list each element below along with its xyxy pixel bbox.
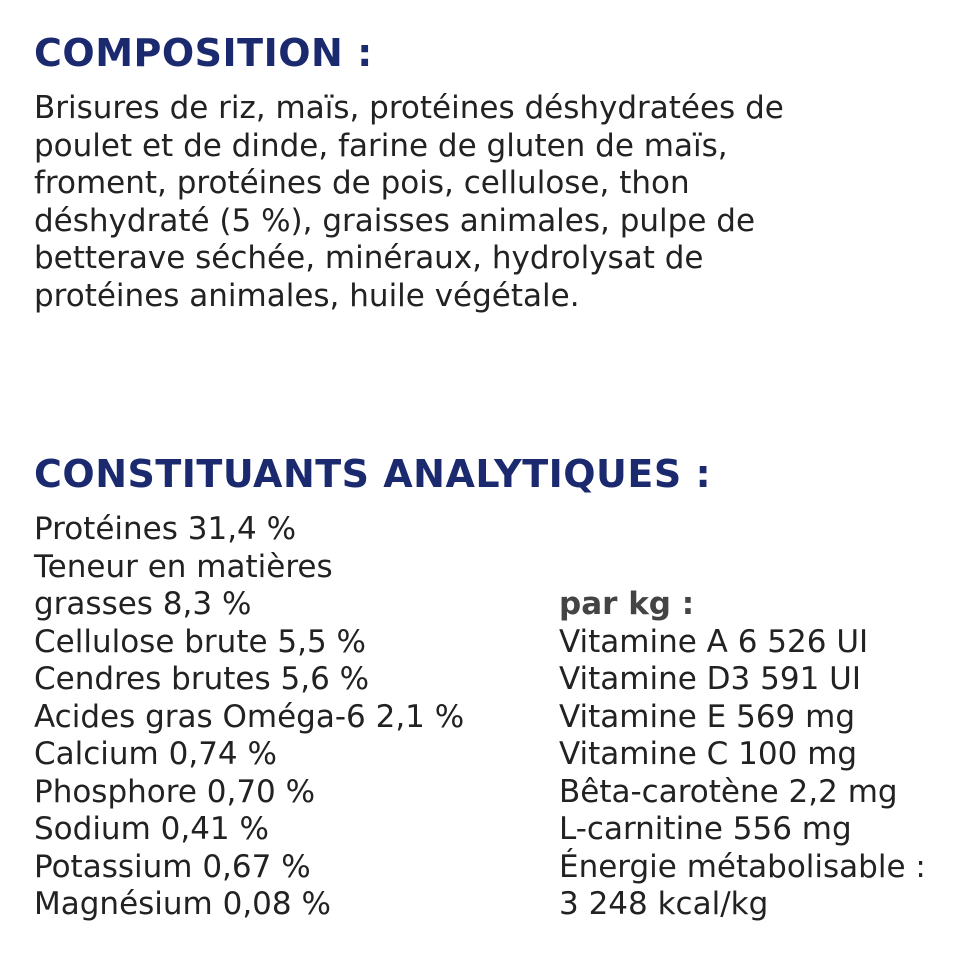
constituent-item: Protéines 31,4 % [34,511,297,547]
additive-item: Énergie métabolisable : [559,848,926,885]
constituent-item: Calcium 0,74 % [34,736,277,772]
additive-item: Vitamine D3 591 UI [559,661,861,697]
constituent-item: Phosphore 0,70 % [34,773,316,810]
additive-item: Bêta-carotène 2,2 mg [559,773,898,810]
constituent-item: Cendres brutes 5,6 % [34,661,370,697]
composition-line: poulet et de dinde, farine de gluten de … [34,127,728,164]
analytical-right-list: par kg : Vitamine A 6 526 UI Vitamine D3… [559,586,926,924]
constituent-item: Cellulose brute 5,5 % [34,623,367,660]
constituent-item: Teneur en matières [34,548,333,585]
additive-item: Vitamine C 100 mg [559,736,858,772]
per-kg-heading: par kg : [559,586,695,622]
additive-item: 3 248 kcal/kg [559,886,769,922]
constituent-item: Acides gras Oméga-6 2,1 % [34,698,465,735]
constituent-item: Sodium 0,41 % [34,811,269,847]
additive-item: Vitamine A 6 526 UI [559,623,869,660]
composition-line: Brisures de riz, maïs, protéines déshydr… [34,90,784,126]
additive-item: L-carnitine 556 mg [559,811,852,847]
constituent-item: Magnésium 0,08 % [34,886,331,922]
constituent-item: Potassium 0,67 % [34,848,311,885]
analytical-heading: CONSTITUANTS ANALYTIQUES : [34,452,712,496]
constituent-item: grasses 8,3 % [34,586,252,622]
composition-line: betterave séchée, minéraux, hydrolysat d… [34,240,704,276]
analytical-left-list: Protéines 31,4 % Teneur en matières gras… [34,511,464,924]
composition-heading: COMPOSITION : [34,31,373,75]
composition-line: froment, protéines de pois, cellulose, t… [34,165,690,201]
composition-line: protéines animales, huile végétale. [34,277,580,314]
composition-text: Brisures de riz, maïs, protéines déshydr… [34,90,784,315]
composition-line: déshydraté (5 %), graisses animales, pul… [34,202,756,239]
additive-item: Vitamine E 569 mg [559,698,856,735]
